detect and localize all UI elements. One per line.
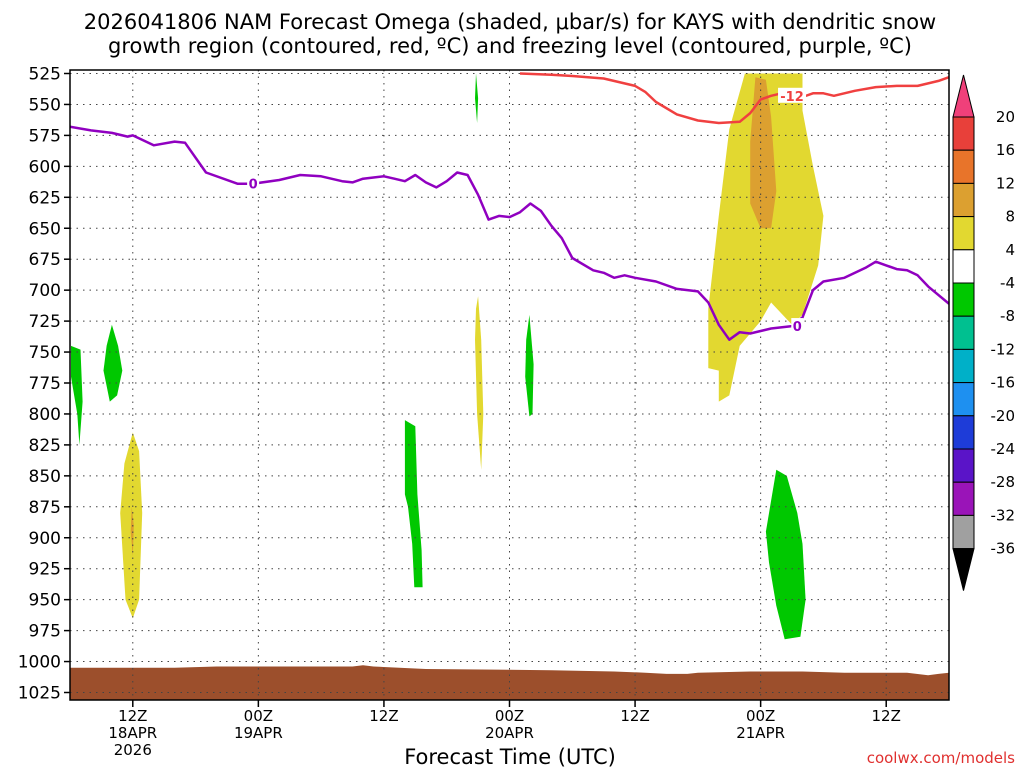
omega-region-6 <box>71 345 83 445</box>
ytick-label-700: 700 <box>29 281 61 301</box>
colorbar-box-11 <box>952 448 975 483</box>
chart-title-line-1: 2026041806 NAM Forecast Omega (shaded, μ… <box>84 10 936 34</box>
ytick-label-750: 750 <box>29 343 61 363</box>
colorbar-label-9: -20 <box>991 407 1016 425</box>
x-axis-label: Forecast Time (UTC) <box>404 745 616 768</box>
ytick-label-800: 800 <box>29 405 61 425</box>
colorbar-box-12 <box>952 481 975 516</box>
freezing-label-left: 0 <box>249 178 258 193</box>
colorbar-box-4 <box>952 216 975 251</box>
omega-region-7 <box>103 324 123 402</box>
colorbar-label-6: -8 <box>1000 307 1015 325</box>
ytick-label-950: 950 <box>29 591 61 611</box>
ytick-label-575: 575 <box>29 126 61 146</box>
xtick-label-66-1: 00Z <box>746 707 775 725</box>
ytick-label-975: 975 <box>29 622 61 642</box>
ytick-label-675: 675 <box>29 250 61 270</box>
colorbar-box-5 <box>952 249 975 284</box>
ytick-label-650: 650 <box>29 219 61 239</box>
xtick-label-6-1: 12Z <box>118 707 147 725</box>
colorbar-box-3 <box>952 182 975 218</box>
xtick-label-42-2: 20APR <box>485 724 534 742</box>
ytick-label-1000: 1000 <box>18 653 61 673</box>
ytick-label-875: 875 <box>29 498 61 518</box>
omega-region-10 <box>765 469 806 640</box>
colorbar-label-0: 20 <box>996 108 1015 126</box>
colorbar-box-6 <box>952 282 975 317</box>
xtick-label-6-3: 2026 <box>114 741 152 759</box>
ytick-label-600: 600 <box>29 157 61 177</box>
colorbar-box-8 <box>952 348 975 384</box>
colorbar-box-2 <box>952 149 975 184</box>
ytick-label-900: 900 <box>29 529 61 549</box>
credit-text: coolwx.com/models <box>867 749 1015 767</box>
omega-region-5 <box>475 73 479 123</box>
colorbar-label-7: -12 <box>991 340 1016 358</box>
freezing-label-left-bg <box>247 175 260 191</box>
omega-region-8 <box>525 314 534 417</box>
freezing-level-line <box>70 125 949 341</box>
ytick-label-775: 775 <box>29 374 61 394</box>
terrain-area <box>70 665 949 700</box>
colorbar-label-11: -28 <box>991 473 1016 491</box>
contours: 0 0 -12 <box>70 72 949 341</box>
terrain-fill <box>70 665 949 700</box>
dgz-label-bg <box>778 87 807 103</box>
xtick-label-54-1: 12Z <box>620 707 649 725</box>
dgz-contour-line <box>519 72 949 125</box>
xtick-label-18-1: 00Z <box>244 707 273 725</box>
colorbar-label-8: -16 <box>991 374 1016 392</box>
ytick-label-1025: 1025 <box>18 684 61 704</box>
omega-region-1 <box>750 77 777 229</box>
ytick-label-525: 525 <box>29 65 61 85</box>
ytick-label-725: 725 <box>29 312 61 332</box>
xtick-label-42-1: 00Z <box>495 707 524 725</box>
colorbar-bottom-arrow <box>952 548 975 591</box>
colorbar-label-13: -36 <box>991 540 1016 558</box>
colorbar-box-9 <box>952 382 975 417</box>
colorbar-label-3: 8 <box>1005 208 1015 226</box>
grid-lines <box>70 70 949 700</box>
y-axis: 525 550 575 600 625 650 675 700 725 750 775 800 825 8… <box>18 65 70 704</box>
xtick-label-18-2: 19APR <box>234 724 283 742</box>
colorbar-label-1: 16 <box>996 141 1015 159</box>
colorbar-box-7 <box>952 315 975 350</box>
ytick-label-850: 850 <box>29 467 61 487</box>
colorbar-label-10: -24 <box>991 440 1016 458</box>
colorbar-box-10 <box>952 415 975 450</box>
colorbar-label-2: 12 <box>996 174 1015 192</box>
ytick-label-550: 550 <box>29 95 61 115</box>
omega-region-9 <box>404 420 423 588</box>
colorbar-label-12: -32 <box>991 506 1016 524</box>
omega-region-2 <box>475 296 484 470</box>
xtick-label-6-2: 18APR <box>108 724 157 742</box>
freezing-label-right-bg <box>791 318 804 334</box>
ytick-label-925: 925 <box>29 560 61 580</box>
xtick-label-78-1: 12Z <box>872 707 901 725</box>
xtick-label-66-2: 21APR <box>736 724 785 742</box>
colorbar-box-1 <box>952 116 975 151</box>
dgz-label: -12 <box>780 90 804 105</box>
ytick-label-825: 825 <box>29 436 61 456</box>
chart-title-line-2: growth region (contoured, red, ºC) and f… <box>108 34 912 58</box>
freezing-label-right: 0 <box>793 320 802 335</box>
colorbar-top-arrow <box>952 74 975 118</box>
omega-shading <box>71 73 824 640</box>
xtick-label-30-1: 12Z <box>369 707 398 725</box>
ytick-label-625: 625 <box>29 188 61 208</box>
colorbar-box-13 <box>952 514 975 550</box>
colorbar: 20 16 12 8 4 -4 -8 -12 -16 -20 -24 -28 -32 -36 <box>952 74 1016 591</box>
colorbar-label-5: -4 <box>1000 274 1015 292</box>
colorbar-label-4: 4 <box>1005 241 1015 259</box>
